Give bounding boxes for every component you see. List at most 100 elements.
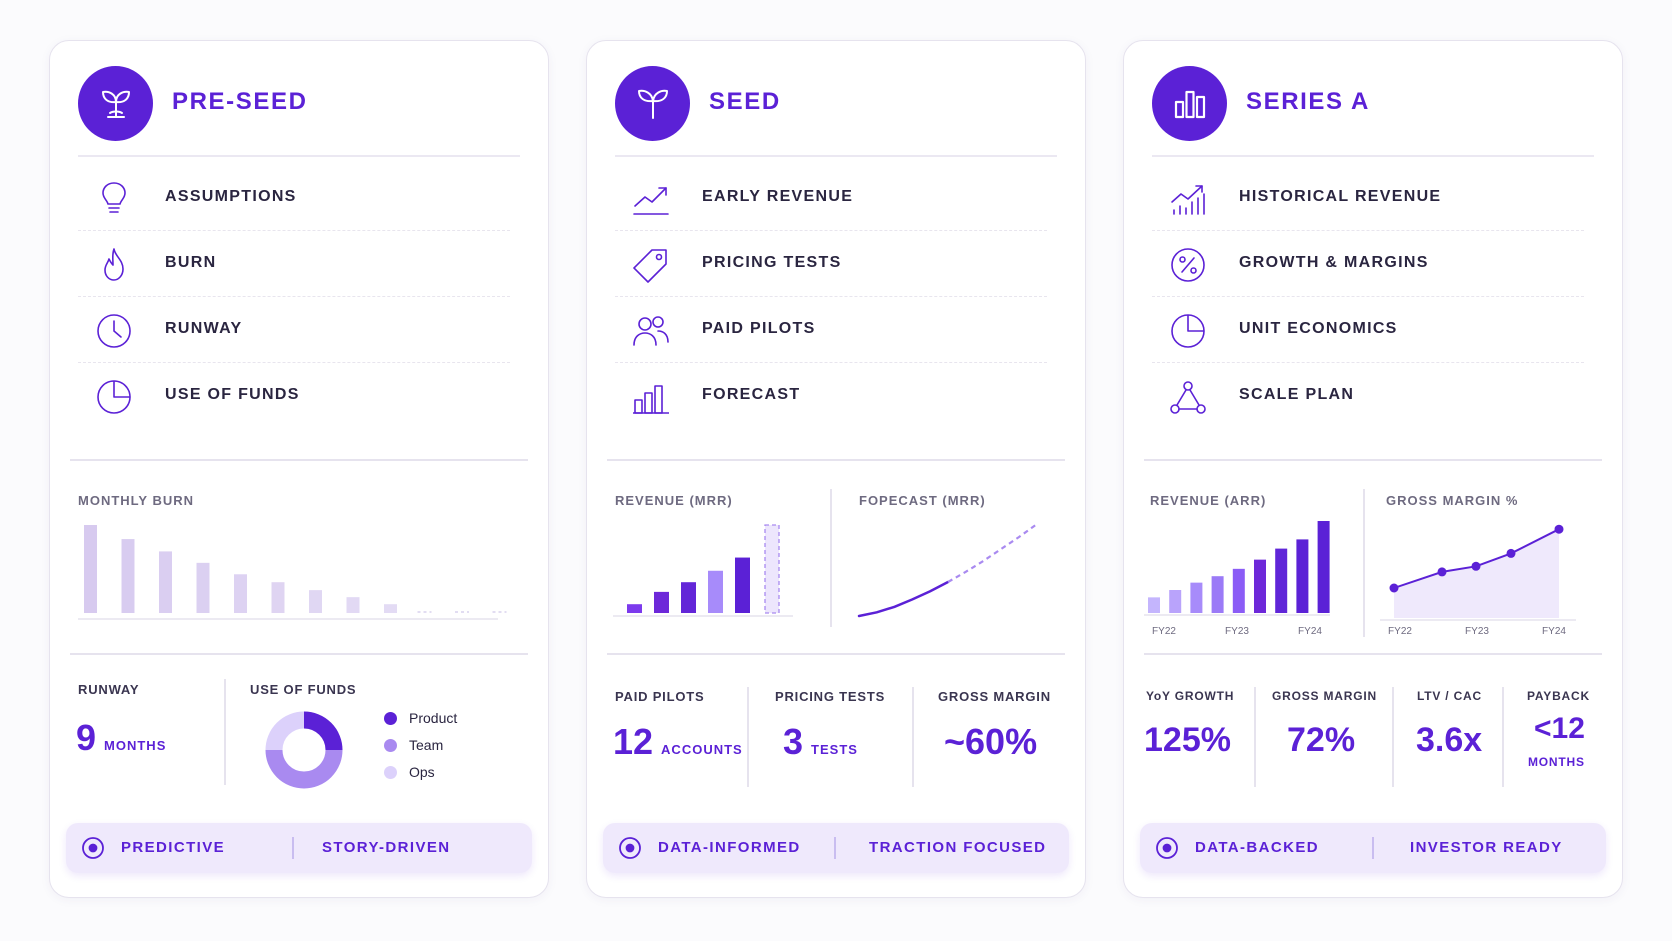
stat-value: 3.6x xyxy=(1416,721,1483,759)
users-icon xyxy=(631,311,671,351)
feature-row-unit-economics: UNIT ECONOMICS xyxy=(1152,297,1584,363)
percent-icon xyxy=(1168,245,1208,285)
feature-label: HISTORICAL REVENUE xyxy=(1239,188,1442,205)
legend-dot-team xyxy=(384,739,397,752)
chart-title: MONTHLY BURN xyxy=(78,493,195,508)
footer-tag: PREDICTIVE xyxy=(121,839,226,856)
revenue-bar xyxy=(654,591,669,613)
footer-tag: TRACTION FOCUSED xyxy=(869,839,1047,856)
forecast-mrr-chart xyxy=(857,523,1038,618)
divider xyxy=(607,653,1065,655)
feature-row-historical-revenue: HISTORICAL REVENUE xyxy=(1152,165,1584,231)
divider xyxy=(615,155,1057,157)
card-title: PRE-SEED xyxy=(172,88,308,115)
feature-label: UNIT ECONOMICS xyxy=(1239,320,1398,337)
network-icon xyxy=(1168,377,1208,417)
legend-dot-ops xyxy=(384,766,397,779)
target-icon xyxy=(619,837,641,859)
revenue-bar xyxy=(681,582,696,613)
arr-bar xyxy=(1254,559,1266,613)
runway-value: 9 MONTHS xyxy=(76,717,167,758)
feature-label: EARLY REVENUE xyxy=(702,188,854,205)
margin-area xyxy=(1394,529,1559,618)
stat-value: 72% xyxy=(1287,721,1356,759)
stat-sub: MONTHS xyxy=(1528,755,1585,769)
legend-ops: Ops xyxy=(409,764,435,780)
legend-product: Product xyxy=(409,710,458,726)
price-tag-icon xyxy=(631,245,671,285)
card-title: SERIES A xyxy=(1246,88,1370,115)
divider xyxy=(1144,653,1602,655)
stat-value: <12 xyxy=(1534,712,1585,745)
revenue-arr-chart: FY22 FY23 FY24 xyxy=(1144,521,1330,637)
clock-icon xyxy=(94,311,134,351)
revenue-bar xyxy=(627,604,642,613)
divider xyxy=(70,653,528,655)
use-of-funds-donut xyxy=(265,711,343,789)
growth-chart-icon xyxy=(1168,179,1208,219)
chart-title: FOPECAST (MRR) xyxy=(859,493,986,508)
burn-bar xyxy=(196,562,210,613)
burn-bar xyxy=(346,597,360,613)
divider xyxy=(912,687,914,787)
divider xyxy=(224,679,226,785)
burn-bar xyxy=(121,539,135,613)
revenue-bar xyxy=(735,557,750,613)
feature-label: USE OF FUNDS xyxy=(165,386,300,403)
tick-label: FY23 xyxy=(1225,626,1249,637)
feature-row-assumptions: ASSUMPTIONS xyxy=(78,165,510,231)
tick-label: FY22 xyxy=(1388,626,1412,637)
divider xyxy=(1254,687,1256,787)
feature-label: BURN xyxy=(165,254,217,271)
feature-label: ASSUMPTIONS xyxy=(165,188,297,205)
chart-title: REVENUE (MRR) xyxy=(615,493,733,508)
pie-chart-icon xyxy=(1168,311,1208,351)
stat-value: 125% xyxy=(1144,721,1231,759)
feature-label: RUNWAY xyxy=(165,320,243,337)
burn-bar xyxy=(384,604,397,613)
legend-team: Team xyxy=(409,737,444,753)
feature-row-pricing-tests: PRICING TESTS xyxy=(615,231,1047,297)
arr-bar xyxy=(1317,521,1330,613)
feature-label: GROWTH & MARGINS xyxy=(1239,254,1429,271)
feature-row-burn: BURN xyxy=(78,231,510,297)
tick-label: FY24 xyxy=(1542,626,1566,637)
tick-label: FY22 xyxy=(1152,626,1176,637)
arr-bar xyxy=(1211,576,1224,613)
divider xyxy=(78,155,520,157)
seed-card: SEED EARLY REVENUE PRICING TESTS PAID PI… xyxy=(586,40,1086,898)
margin-point xyxy=(1554,524,1564,534)
stat-label: PAYBACK xyxy=(1527,689,1590,703)
stat-value: ~60% xyxy=(944,721,1038,762)
target-icon xyxy=(82,837,104,859)
feature-label: FORECAST xyxy=(702,386,801,403)
arr-bar xyxy=(1148,597,1160,613)
stat-label: GROSS MARGIN xyxy=(1272,689,1377,703)
arr-bar xyxy=(1232,568,1245,613)
card-title: SEED xyxy=(709,88,781,115)
burn-bar xyxy=(309,590,322,613)
burn-bar xyxy=(234,574,247,613)
divider xyxy=(1144,459,1602,461)
burn-bar xyxy=(159,551,172,613)
tick-label: FY24 xyxy=(1298,626,1322,637)
card-header: PRE-SEED xyxy=(78,66,520,141)
feature-row-scale-plan: SCALE PLAN xyxy=(1152,363,1584,429)
donut-slice-product xyxy=(303,711,343,751)
sprout-icon xyxy=(615,66,690,141)
divider xyxy=(70,459,528,461)
arr-bar xyxy=(1275,548,1288,613)
trend-up-icon xyxy=(631,179,671,219)
arr-bar xyxy=(1190,582,1203,613)
burn-bar xyxy=(271,582,285,613)
donut-slice-ops xyxy=(265,711,305,751)
burn-bar xyxy=(84,525,97,613)
feature-row-forecast: FORECAST xyxy=(615,363,1047,429)
use-of-funds-label: USE OF FUNDS xyxy=(250,682,357,697)
feature-row-runway: RUNWAY xyxy=(78,297,510,363)
donut-slice-team xyxy=(265,749,343,789)
margin-point xyxy=(1389,583,1399,593)
divider xyxy=(834,837,836,859)
stat-label: YoY GROWTH xyxy=(1146,689,1235,703)
card-header: SEED xyxy=(615,66,1057,141)
